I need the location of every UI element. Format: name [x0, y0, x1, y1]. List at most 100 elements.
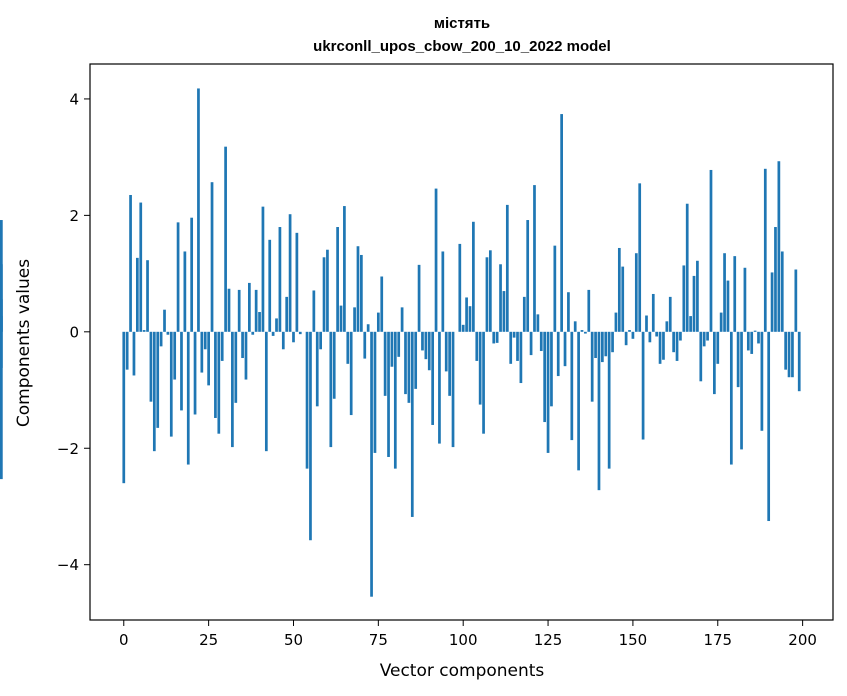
bar-139: [594, 331, 597, 359]
bar-190: [767, 331, 771, 522]
bar-148: [624, 331, 628, 346]
bar-153: [641, 331, 645, 440]
bar-75: [376, 312, 380, 332]
bar-198: [794, 269, 798, 332]
bar-162: [672, 331, 675, 353]
bar-157: [655, 331, 659, 337]
bar-67: [349, 331, 353, 416]
bar-133: [573, 321, 577, 332]
bar-74: [373, 331, 377, 453]
bar-62: [332, 331, 336, 399]
bar-80: [393, 331, 397, 469]
y-tick-label: −4: [57, 556, 79, 574]
bar-54: [305, 331, 309, 469]
bar-174: [713, 331, 716, 395]
bar-180: [733, 256, 737, 332]
bar-41: [261, 206, 265, 332]
bar-102: [468, 306, 472, 332]
bar-154: [645, 315, 648, 332]
bar-19: [186, 331, 190, 465]
bar-193: [777, 161, 781, 332]
bar-2: [129, 194, 132, 332]
x-tick-label: 150: [619, 631, 648, 649]
bar-177: [723, 253, 726, 332]
y-tick-label: 4: [69, 90, 79, 108]
bar-110: [495, 331, 499, 343]
x-tick-label: 50: [284, 631, 303, 649]
bar-181: [736, 331, 740, 388]
bar-30: [224, 146, 227, 332]
bar-166: [685, 203, 689, 332]
bar-78: [387, 331, 390, 457]
bar-120: [529, 331, 533, 356]
bar-undefined: [0, 316, 3, 332]
bar-99: [458, 243, 462, 332]
bar-94: [441, 251, 445, 332]
bar-156: [651, 293, 655, 332]
bar-35: [241, 331, 244, 359]
x-axis-label: Vector components: [380, 661, 545, 681]
bar-127: [553, 245, 557, 332]
bar-138: [590, 331, 594, 402]
bar-49: [288, 214, 292, 332]
bar-123: [539, 331, 543, 352]
bar-13: [166, 331, 170, 335]
x-tick-label: 100: [449, 631, 478, 649]
bar-17: [180, 331, 183, 411]
bar-146: [617, 247, 621, 332]
x-tick-label: 200: [788, 631, 817, 649]
bar-185: [750, 331, 754, 354]
bar-1: [125, 331, 129, 370]
bar-137: [587, 289, 591, 332]
bar-52: [298, 331, 302, 335]
bar-178: [726, 280, 730, 332]
bar-38: [251, 331, 255, 335]
bar-70: [360, 254, 363, 332]
bar-161: [668, 296, 672, 332]
bar-108: [488, 250, 492, 332]
y-tick-label: −2: [57, 440, 79, 458]
bar-4: [135, 257, 139, 332]
bar-194: [780, 251, 784, 332]
bar-3: [132, 331, 136, 376]
bar-109: [492, 331, 496, 344]
bar-63: [336, 227, 339, 332]
bar-142: [604, 331, 608, 357]
bar-57: [315, 331, 319, 407]
bar-68: [353, 307, 356, 332]
bar-31: [227, 288, 231, 332]
bar-144: [611, 331, 614, 353]
bar-8: [149, 331, 153, 402]
bar-106: [482, 331, 485, 434]
bar-168: [692, 275, 696, 332]
bar-0: [122, 331, 126, 484]
bar-104: [475, 331, 479, 361]
bar-42: [264, 331, 268, 452]
bar-28: [217, 331, 221, 434]
bar-159: [662, 331, 665, 360]
bar-59: [322, 257, 326, 332]
bar-186: [753, 330, 757, 332]
bar-20: [190, 217, 194, 332]
x-tick-label: 25: [199, 631, 218, 649]
bar-155: [648, 331, 652, 343]
bar-172: [706, 331, 709, 341]
bar-50: [292, 331, 295, 343]
x-tick-label: 125: [534, 631, 563, 649]
bar-129: [560, 114, 563, 332]
bar-14: [169, 331, 173, 437]
bar-195: [784, 331, 788, 370]
x-tick-label: 175: [703, 631, 732, 649]
bar-125: [546, 331, 550, 453]
bar-150: [631, 331, 635, 339]
bar-48: [285, 296, 289, 332]
bar-103: [472, 221, 475, 332]
bar-107: [485, 257, 489, 332]
bar-135: [580, 330, 584, 332]
bar-91: [431, 331, 435, 425]
bar-45: [275, 318, 278, 332]
bar-85: [410, 331, 414, 517]
bar-173: [709, 169, 713, 332]
bar-114: [509, 331, 513, 364]
